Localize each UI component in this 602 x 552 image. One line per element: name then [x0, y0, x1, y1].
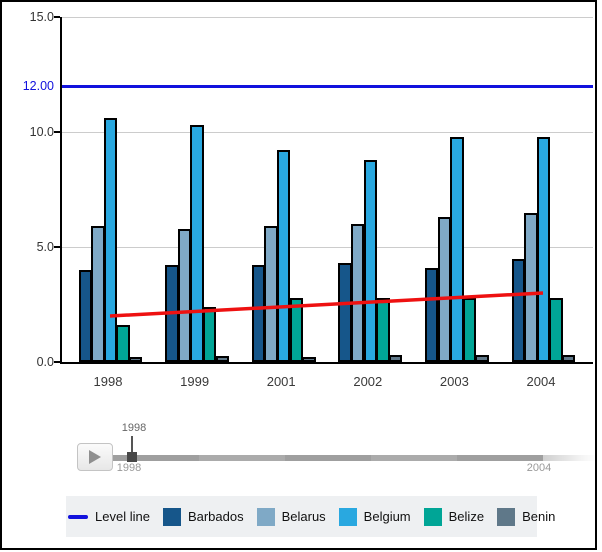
bar-benin-2002[interactable]	[388, 355, 403, 362]
play-button[interactable]	[77, 443, 113, 471]
legend-label: Benin	[522, 509, 556, 524]
legend-item-belize[interactable]: Belize	[423, 507, 485, 526]
legend-label: Barbados	[187, 509, 244, 524]
y-axis-tick	[54, 246, 60, 248]
legend-item-level-line[interactable]: Level line	[68, 509, 150, 524]
legend-item-belgium[interactable]: Belgium	[338, 507, 411, 526]
bar-benin-2004[interactable]	[561, 355, 576, 362]
legend-label: Level line	[95, 509, 150, 524]
timeline-track[interactable]	[113, 455, 595, 461]
y-axis-label: 10.0	[29, 125, 54, 139]
y-axis-label: 5.0	[36, 240, 54, 254]
play-icon	[89, 450, 101, 464]
level-line	[62, 84, 593, 88]
bar-belarus-2002[interactable]	[350, 224, 365, 362]
x-axis-label-2001: 2001	[266, 374, 296, 389]
bar-belarus-1998[interactable]	[91, 226, 105, 362]
timeline-handle[interactable]	[127, 452, 137, 462]
y-axis-tick	[54, 16, 60, 18]
bar-barbados-1998[interactable]	[78, 270, 93, 362]
bar-barbados-2002[interactable]	[338, 263, 352, 362]
x-axis-label-1999: 1999	[180, 374, 210, 389]
bar-benin-2001[interactable]	[302, 357, 316, 362]
bar-belize-2003[interactable]	[462, 297, 477, 362]
y-axis-label: 0.0	[36, 355, 54, 369]
bar-belgium-2004[interactable]	[536, 136, 551, 362]
bar-barbados-2003[interactable]	[424, 267, 439, 362]
legend-swatch-square	[338, 507, 357, 526]
bar-belgium-2001[interactable]	[276, 150, 291, 362]
legend-swatch-square	[423, 507, 442, 526]
legend-label: Belgium	[363, 509, 411, 524]
bar-belgium-2002[interactable]	[363, 159, 378, 362]
timeline-end-label: 2004	[526, 462, 552, 474]
legend-item-benin[interactable]: Benin	[497, 507, 556, 526]
legend-swatch-square	[497, 507, 516, 526]
x-axis-label-2002: 2002	[353, 374, 383, 389]
bar-benin-1998[interactable]	[128, 357, 143, 362]
legend: Level line Barbados Belarus Belgium Belize Be…	[66, 496, 555, 537]
bar-benin-1999[interactable]	[215, 356, 230, 362]
x-axis-label-1998: 1998	[93, 374, 123, 389]
bar-belarus-2004[interactable]	[524, 212, 538, 362]
legend-swatch-line	[68, 514, 88, 519]
timeline-current-year-label: 1998	[121, 422, 147, 434]
bar-chart-plot-area	[60, 16, 593, 364]
bar-belize-2004[interactable]	[549, 297, 563, 362]
timeline-start-label: 1998	[116, 462, 142, 474]
legend-item-belarus[interactable]: Belarus	[256, 507, 326, 526]
bar-belize-2002[interactable]	[376, 297, 390, 362]
bar-belize-1998[interactable]	[116, 325, 130, 362]
bar-barbados-1999[interactable]	[165, 265, 179, 362]
level-line-value-label: 12.00	[22, 79, 54, 93]
timeline-handle-stem	[131, 436, 133, 453]
bar-belize-2001[interactable]	[289, 297, 304, 362]
legend-item-barbados[interactable]: Barbados	[162, 507, 244, 526]
gridline-5.0	[62, 246, 593, 248]
bar-belgium-2003[interactable]	[450, 136, 464, 362]
bar-belgium-1999[interactable]	[190, 125, 204, 362]
legend-swatch-square	[162, 507, 181, 526]
legend-label: Belize	[448, 509, 485, 524]
bar-benin-2003[interactable]	[475, 355, 489, 362]
x-axis-label-2003: 2003	[439, 374, 469, 389]
y-axis-tick	[54, 131, 60, 133]
bar-belize-1999[interactable]	[202, 306, 217, 362]
bar-belarus-2003[interactable]	[437, 217, 452, 362]
bar-barbados-2001[interactable]	[251, 265, 266, 362]
bar-belarus-2001[interactable]	[264, 226, 278, 362]
legend-swatch-square	[256, 507, 275, 526]
y-axis-label: 15.0	[29, 10, 54, 24]
bar-belarus-1999[interactable]	[177, 228, 192, 362]
gridline-10.0	[62, 131, 593, 133]
gridline-15.0	[62, 16, 593, 18]
x-axis-label-2004: 2004	[526, 374, 556, 389]
bar-belgium-1998[interactable]	[103, 118, 118, 362]
y-axis-tick	[54, 361, 60, 363]
bar-barbados-2004[interactable]	[511, 258, 526, 362]
legend-label: Belarus	[281, 509, 326, 524]
